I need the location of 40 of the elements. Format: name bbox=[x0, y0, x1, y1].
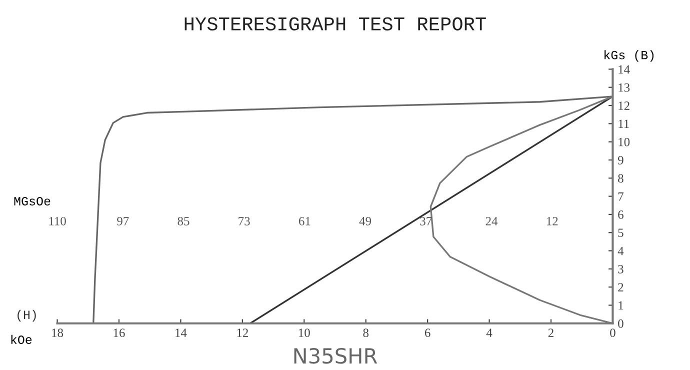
x2-tick-label: 61 bbox=[298, 216, 310, 226]
text: (H) bbox=[18, 310, 36, 322]
y-tick-label: 12 bbox=[618, 102, 630, 110]
x-tick-label: 14 bbox=[176, 328, 187, 337]
x-tick-label: 18 bbox=[52, 328, 64, 338]
chart-title: HYSTERESIGRAPH TEST REPORT bbox=[184, 17, 486, 30]
x-tick-label: 10 bbox=[298, 328, 310, 338]
y-axis-title: kGs (B) bbox=[604, 50, 654, 62]
text: N35SHR bbox=[294, 348, 378, 364]
y-tick-label: 9 bbox=[618, 156, 624, 164]
x2-tick-label: 12 bbox=[546, 216, 558, 226]
y-tick-label: 10 bbox=[618, 138, 630, 146]
x2-axis-title: MGsOe bbox=[14, 196, 50, 206]
x-tick-label: 8 bbox=[363, 328, 368, 338]
y-tick-label: 14 bbox=[618, 65, 630, 74]
x2-tick-label: 24 bbox=[486, 216, 498, 226]
y-tick-label: 13 bbox=[618, 83, 630, 92]
y-tick-label: 0 bbox=[618, 319, 624, 328]
y-tick-label: 2 bbox=[618, 283, 624, 292]
x2-tick-label: 110 bbox=[49, 216, 66, 226]
x-tick-label: 6 bbox=[424, 328, 430, 338]
y-tick-label: 8 bbox=[618, 174, 624, 183]
x-tick-label: 2 bbox=[548, 328, 554, 337]
y-tick-label: 5 bbox=[618, 228, 624, 238]
y-tick-label: 1 bbox=[618, 301, 624, 310]
x-tick-label: 4 bbox=[486, 328, 492, 337]
y-tick-label: 4 bbox=[618, 246, 624, 256]
line-series bbox=[92, 96, 613, 324]
x-axis-title: kOe bbox=[11, 334, 32, 344]
y-tick-label: 3 bbox=[618, 264, 624, 274]
x-tick-label: 16 bbox=[114, 328, 125, 338]
y-tick-label: 7 bbox=[618, 192, 624, 201]
y-tick-label: 11 bbox=[618, 120, 629, 128]
x2-tick-label: 85 bbox=[178, 216, 190, 226]
x2-tick-label: 97 bbox=[117, 216, 129, 226]
x2-tick-label: 73 bbox=[238, 216, 250, 226]
y-tick-label: 6 bbox=[618, 210, 624, 219]
x-tick-label: 0 bbox=[610, 328, 616, 338]
x2-tick-label: 49 bbox=[359, 216, 372, 226]
x-tick-label: 12 bbox=[237, 328, 248, 337]
